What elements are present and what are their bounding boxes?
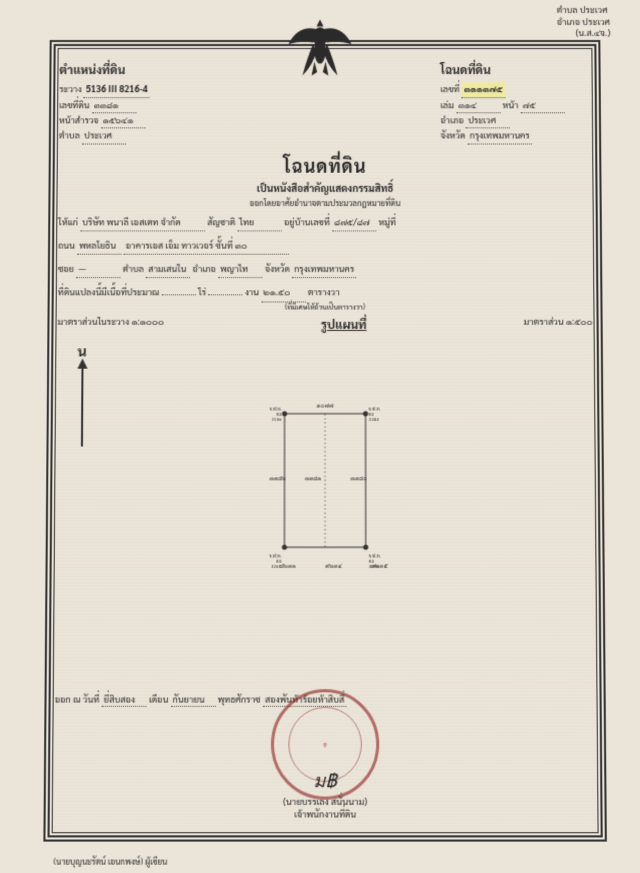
house-value: ๘๗๕/๘๗: [332, 214, 376, 231]
issue-month: กันยายน: [171, 693, 216, 707]
scale-right-label: มาตราส่วน: [524, 315, 564, 327]
soi-label: ซอย: [58, 261, 74, 277]
soi-value: —: [76, 261, 120, 278]
land-title-deed-page: ตำบล ประเวศ อำเภอ ประเวศ (น.ส.๔จ.) ตำแหน: [0, 0, 640, 873]
subtitle2: ออกโดยอาศัยอำนาจตามประมวลกฎหมายที่ดิน: [58, 197, 591, 208]
scale-left-label: มาตราส่วนในระวาง: [58, 315, 130, 327]
issue-prefix: ออก ณ วันที่: [55, 693, 100, 705]
deed-label: เลขที่: [440, 82, 459, 96]
building-value: อาคารเอส เอ็ม ทาวเวอร์ ชั้นที่ ๓๐: [124, 237, 289, 254]
grant-label: ให้แก่: [58, 214, 78, 230]
main-title: โฉนดที่ดิน: [59, 154, 592, 177]
survey-value: ๑๕๖๔๑: [101, 113, 145, 128]
amphoe-value-f: พญาไท: [218, 261, 262, 278]
province-value-r: กรุงเทพมหานคร: [468, 129, 532, 145]
map-value: 5136 III 8216-4: [84, 82, 150, 97]
wa-label: ตารางวา: [308, 284, 340, 300]
nat-label: สัญชาติ: [207, 214, 235, 230]
landno-value: ๓๓๘๑: [92, 98, 136, 113]
tambon-label-l: ตำบล: [59, 129, 80, 143]
address-row-1: ถนน พหลโยธิน อาคารเอส เอ็ม ทาวเวอร์ ชั้น…: [58, 237, 592, 254]
deed-title: โฉนดที่ดิน: [440, 60, 590, 79]
ngan-label: งาน: [245, 284, 259, 300]
deed-block: โฉนดที่ดิน เลขที่ ๓๑๑๓๗๕ เล่ม ๓๑๔ หน้า ๗…: [440, 60, 591, 144]
signature-block: ม฿ (นายบรรเลง สนั่นนาม) เจ้าพนักงานที่ดิ…: [54, 765, 597, 820]
page-value: ๗๕: [521, 98, 565, 113]
svg-text:๓๓๘๐: ๓๓๘๐: [350, 475, 367, 482]
signature: ม฿: [54, 765, 596, 795]
province-value-f: กรุงเทพมหานคร: [292, 261, 356, 278]
book-label: เล่ม: [440, 98, 454, 112]
page-label: หน้า: [502, 98, 518, 112]
svg-text:ร.ฟ.ท.831136: ร.ฟ.ท.831136: [270, 406, 282, 422]
signer-name: (นายบรรเลง สนั่นนาม): [54, 796, 596, 809]
subtitle: เป็นหนังสือสำคัญแสดงกรรมสิทธิ์: [59, 182, 592, 195]
landno-label: เลขที่ดิน: [59, 98, 90, 112]
map-title: รูปแผนที่: [321, 315, 367, 331]
rai-label: ไร่: [198, 284, 206, 300]
issue-month-label: เดือน: [149, 693, 169, 705]
scale-row: มาตราส่วนในระวาง ๑:๑๐๐๐ รูปแผนที่ มาตราส…: [57, 315, 592, 331]
svg-text:๘๒๓๑: ๘๒๓๑: [279, 562, 296, 569]
svg-text:๓๓๘๑: ๓๓๘๑: [305, 475, 322, 482]
province-label-f: จังหวัด: [265, 261, 290, 277]
svg-text:๙๒๓๔: ๙๒๓๔: [325, 562, 343, 569]
scale-right-value: ๑:๕๐๐: [566, 315, 593, 327]
province-label-r: จังหวัด: [440, 129, 465, 143]
north-arrow: น: [77, 342, 87, 446]
seal-symbol: ⚜: [322, 740, 328, 749]
writer-title: ผู้เขียน: [145, 855, 167, 867]
annot-line3: (น.ส.๔จ.): [557, 28, 610, 40]
tambon-value-f: สามเสนใน: [146, 261, 190, 278]
svg-text:๓๓๘๒: ๓๓๘๒: [269, 475, 286, 482]
road-value: พหลโยธิน: [77, 237, 121, 254]
location-block: ตำแหน่งที่ดิน ระวาง 5136 III 8216-4 เลขท…: [59, 60, 210, 144]
map-area: น ร.ฟ.ท.831136ร.ฟ.ท.832243ร.ฟ.ท.833261ร.…: [55, 342, 594, 609]
svg-text:๓๒๓๕: ๓๒๓๕: [371, 562, 389, 569]
svg-text:ร.ฟ.ท.832243: ร.ฟ.ท.832243: [369, 406, 381, 422]
book-value: ๓๑๔: [456, 98, 500, 113]
grantee-row: ให้แก่ บริษัท พนาลี เอสเตท จำกัด สัญชาติ…: [58, 214, 592, 231]
wa-value: ๒๑.๕๐: [261, 284, 305, 301]
area-row: ที่ดินแปลงนี้มีเนื้อที่ประมาณ ไร่ งาน ๒๑…: [58, 284, 593, 301]
writer-note: (นายบุญนะรัตน์ เอนกพงษ์) ผู้เขียน: [53, 855, 167, 867]
writer-name: (นายบุญนะรัตน์ เอนกพงษ์): [53, 855, 143, 867]
document-content: ตำแหน่งที่ดิน ระวาง 5136 III 8216-4 เลขท…: [54, 60, 597, 831]
plot-diagram: ร.ฟ.ท.831136ร.ฟ.ท.832243ร.ฟ.ท.833261ร.ฟ.…: [254, 403, 396, 567]
signer-title: เจ้าพนักงานที่ดิน: [54, 808, 597, 821]
amphoe-value-r: ประเวศ: [466, 113, 510, 128]
address-row-2: ซอย — ตำบล สามเสนใน อำเภอ พญาไท จังหวัด …: [58, 261, 592, 278]
area-note: (ที่มีเศษให้ถ้วนเป็นตารางวา): [58, 302, 593, 311]
survey-label: หน้าสำรวจ: [59, 113, 99, 127]
tambon-value-l: ประเวศ: [82, 129, 126, 145]
issue-day: ยี่สิบสอง: [102, 693, 147, 707]
amphoe-label-f: อำเภอ: [193, 261, 217, 277]
road-label: ถนน: [58, 237, 75, 253]
nat-value: ไทย: [238, 214, 282, 231]
amphoe-label-r: อำเภอ: [440, 113, 463, 127]
grant-value: บริษัท พนาลี เอสเตท จำกัด: [80, 214, 205, 231]
tambon-label-f: ตำบล: [123, 261, 144, 277]
house-label: อยู่บ้านเลขที่: [284, 214, 330, 230]
issue-era-label: พุทธศักราช: [218, 693, 261, 705]
annot-line1: ตำบล ประเวศ: [557, 5, 610, 17]
area-label: ที่ดินแปลงนี้มีเนื้อที่ประมาณ: [58, 284, 160, 300]
map-label: ระวาง: [59, 82, 81, 96]
garuda-emblem: [280, 15, 360, 85]
location-title: ตำแหน่งที่ดิน: [59, 60, 209, 79]
svg-text:๑๐๗๗: ๑๐๗๗: [317, 403, 335, 409]
top-annotation: ตำบล ประเวศ อำเภอ ประเวศ (น.ส.๔จ.): [557, 5, 611, 40]
deed-value: ๓๑๑๓๗๕: [462, 82, 506, 97]
moo-label: หมู่ที่: [379, 214, 396, 230]
scale-left-value: ๑:๑๐๐๐: [131, 315, 164, 327]
